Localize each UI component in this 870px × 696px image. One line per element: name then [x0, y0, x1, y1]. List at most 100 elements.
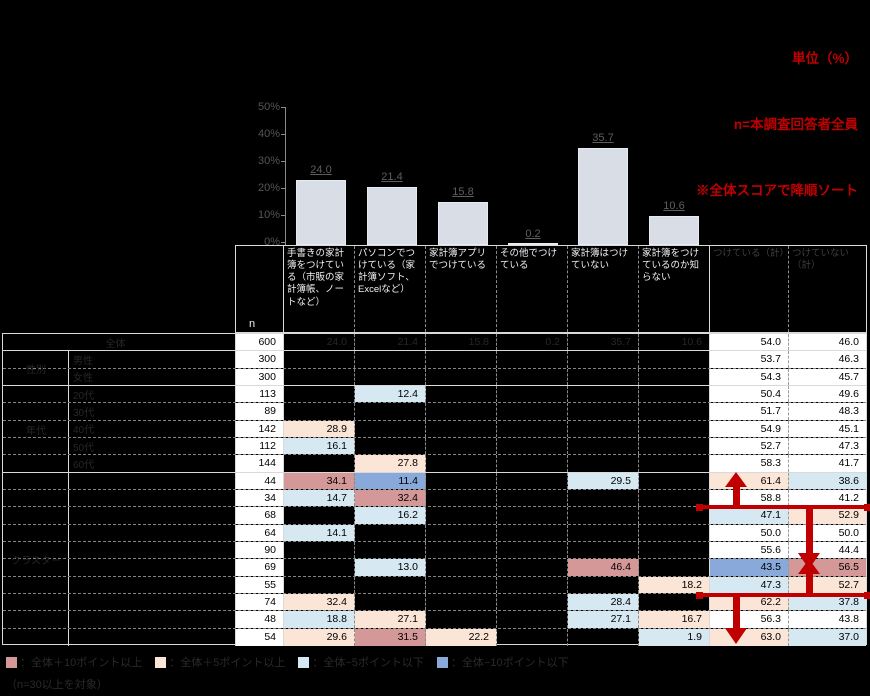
group-column-spacer — [3, 542, 69, 559]
total-cell: 49.6 — [789, 386, 866, 403]
group-column-spacer — [3, 628, 69, 646]
data-cell — [568, 524, 639, 541]
data-cell — [568, 628, 639, 646]
data-cell: 16.7 — [639, 611, 710, 628]
total-cell: 51.7 — [710, 403, 789, 420]
data-cell: 18.8 — [284, 611, 355, 628]
unit-label: 単位（%） — [791, 51, 858, 66]
data-cell — [497, 594, 568, 611]
data-cell — [355, 438, 426, 455]
data-cell: 18.2 — [639, 576, 710, 593]
column-header: パソコンでつけている（家計簿ソフト、Excelなど） — [355, 246, 426, 332]
data-cell — [497, 455, 568, 472]
data-cell — [497, 507, 568, 524]
total-cell: 48.3 — [789, 403, 866, 420]
y-tick-label: 30% — [257, 155, 280, 167]
data-cell — [568, 438, 639, 455]
data-cell — [426, 368, 497, 385]
bar-value-label: 0.2 — [525, 228, 541, 240]
bar-value-label: 21.4 — [381, 171, 403, 183]
legend-item: ：全体−5ポイント以下 — [298, 654, 424, 670]
data-cell — [639, 455, 710, 472]
data-cell — [568, 576, 639, 593]
row-label: 女性 — [69, 368, 236, 385]
table-row: 全体 600 24.0 21.4 15.8 0.2 35.7 10.6 54.0 46.0 — [3, 334, 866, 352]
data-cell — [497, 368, 568, 385]
data-cell: 10.6 — [639, 334, 710, 351]
table-row: 74 32.4 28.4 62.2 37.8 — [3, 594, 866, 612]
row-label: 20代 — [69, 386, 236, 403]
chart-bar — [438, 202, 488, 245]
total-cell: 38.6 — [789, 472, 866, 489]
chart-bar — [578, 148, 628, 245]
data-cell — [497, 576, 568, 593]
n-value-cell: 112 — [236, 438, 284, 455]
data-cell — [426, 403, 497, 420]
data-cell — [284, 403, 355, 420]
data-cell: 16.2 — [355, 507, 426, 524]
table-row: 男性 300 53.7 46.3 — [3, 351, 866, 369]
data-cell — [639, 542, 710, 559]
total-cell: 46.0 — [789, 334, 866, 351]
table-row: 48 18.8 27.1 27.1 16.7 56.3 43.8 — [3, 611, 866, 629]
group-column-spacer — [3, 438, 69, 455]
data-cell: 21.4 — [355, 334, 426, 351]
total-cell: 56.3 — [710, 611, 789, 628]
total-cell: 45.7 — [789, 368, 866, 385]
chart-bar — [649, 216, 699, 245]
n-column-header: n — [236, 246, 284, 332]
column-header: 家計簿をつけているのか知らない — [639, 246, 710, 332]
row-label: 50代 — [69, 438, 236, 455]
data-cell — [568, 542, 639, 559]
total-cell: 63.0 — [710, 628, 789, 646]
line-handle-icon — [696, 592, 703, 599]
total-column-header: つけている（計） — [710, 246, 789, 332]
data-cell — [355, 368, 426, 385]
chart-bar — [296, 180, 346, 245]
data-cell — [639, 559, 710, 576]
total-cell: 43.5 — [710, 559, 789, 576]
group-column-spacer — [3, 386, 69, 403]
data-cell — [355, 351, 426, 368]
data-cell: 27.8 — [355, 455, 426, 472]
total-cell: 54.0 — [710, 334, 789, 351]
data-cell — [284, 542, 355, 559]
up-arrow-shaft — [733, 486, 740, 506]
data-cell — [284, 351, 355, 368]
data-cell — [497, 420, 568, 437]
n-value-cell: 69 — [236, 559, 284, 576]
legend-item-label: ：全体＋10ポイント以上 — [20, 657, 143, 669]
data-cell — [426, 594, 497, 611]
total-cell: 52.7 — [710, 438, 789, 455]
down-arrow-shaft — [806, 509, 813, 553]
data-cell: 1.9 — [639, 628, 710, 646]
legend-item: ：全体−10ポイント以下 — [436, 654, 569, 670]
data-cell: 35.7 — [568, 334, 639, 351]
data-cell — [568, 507, 639, 524]
table-row: 40代 142 28.9 54.9 45.1 — [3, 420, 866, 438]
data-cell — [426, 472, 497, 489]
table-row: 68 16.2 47.1 52.9 — [3, 507, 866, 525]
bar-value-label: 15.8 — [452, 186, 474, 198]
data-cell — [497, 351, 568, 368]
y-tick-mark — [281, 188, 285, 189]
data-cell: 29.5 — [568, 472, 639, 489]
row-label: 男性 — [69, 351, 236, 368]
y-tick-label: 40% — [257, 128, 280, 140]
data-cell: 46.4 — [568, 559, 639, 576]
n-value-cell: 74 — [236, 594, 284, 611]
legend-item-label: ：全体−5ポイント以下 — [312, 657, 424, 669]
total-column-header: つけていない（計） — [792, 248, 850, 272]
n-value-cell: 300 — [236, 351, 284, 368]
row-label — [69, 472, 236, 489]
y-tick-mark — [281, 134, 285, 135]
row-label — [69, 576, 236, 593]
data-cell — [426, 559, 497, 576]
data-cell — [497, 542, 568, 559]
group-column-spacer — [3, 559, 69, 576]
chart-bar — [508, 243, 558, 245]
n-value-cell: 300 — [236, 368, 284, 385]
data-cell — [355, 403, 426, 420]
n-value-cell: 600 — [236, 334, 284, 351]
data-cell — [497, 472, 568, 489]
